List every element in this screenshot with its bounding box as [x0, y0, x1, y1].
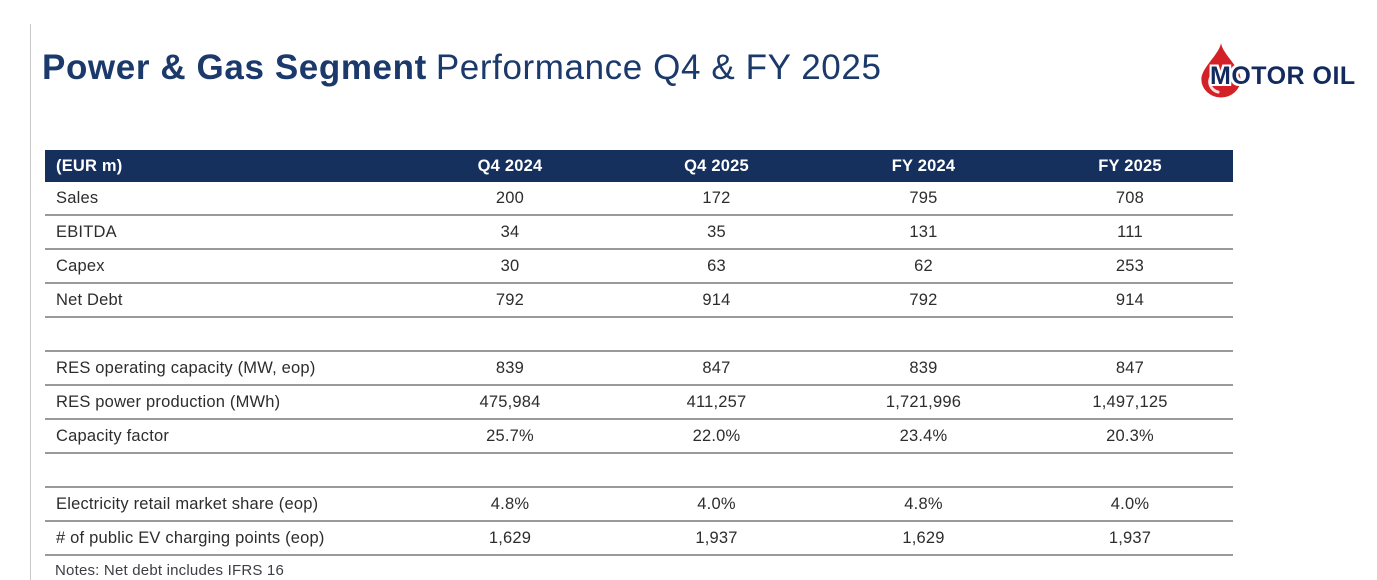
- cell-value: 4.0%: [697, 494, 736, 513]
- table-row-capacity-factor: Capacity factor 25.7% 22.0% 23.4% 20.3%: [45, 420, 1233, 454]
- cell-value: 792: [495, 290, 525, 309]
- row-label: Capex: [56, 256, 105, 275]
- table-row-retail-share: Electricity retail market share (eop) 4.…: [45, 488, 1233, 522]
- table-row-ev-charging-points: # of public EV charging points (eop) 1,6…: [45, 522, 1233, 556]
- cell-value: 20.3%: [1106, 426, 1154, 445]
- cell-value: 34: [500, 222, 520, 241]
- page-title-performance: Performance Q4 & FY 2025: [435, 48, 882, 87]
- table-row-ebitda: EBITDA 34 35 131 111: [45, 216, 1233, 250]
- motor-oil-logo: MOTOR OIL: [1196, 40, 1355, 100]
- page-title-segment: Power & Gas Segment: [42, 48, 427, 87]
- cell-value: 131: [909, 222, 938, 241]
- cell-value: 4.8%: [490, 494, 530, 513]
- cell-value: 1,937: [1108, 528, 1152, 547]
- cell-value: 847: [702, 358, 731, 377]
- cell-value: 25.7%: [486, 426, 534, 445]
- table-header-q4-2024: Q4 2024: [477, 156, 543, 175]
- cell-value: 4.0%: [1110, 494, 1150, 513]
- cell-value: 839: [909, 358, 938, 377]
- cell-value: 914: [702, 290, 731, 309]
- cell-value: 411,257: [686, 392, 747, 411]
- oil-drop-icon: [1201, 42, 1241, 98]
- cell-value: 35: [707, 222, 726, 241]
- cell-value: 4.8%: [904, 494, 943, 513]
- cell-value: 111: [1117, 222, 1143, 241]
- row-label: RES power production (MWh): [56, 392, 281, 411]
- cell-value: 914: [1115, 290, 1145, 309]
- cell-value: 23.4%: [899, 426, 948, 445]
- table-header-fy-2025: FY 2025: [1098, 156, 1162, 175]
- cell-value: 708: [1115, 188, 1145, 207]
- cell-value: 1,629: [902, 528, 945, 547]
- left-border-line: [30, 24, 31, 580]
- cell-value: 172: [702, 188, 731, 207]
- table-row-res-capacity: RES operating capacity (MW, eop) 839 847…: [45, 352, 1233, 386]
- performance-table: (EUR m) Q4 2024 Q4 2025 FY 2024 FY 2025 …: [45, 150, 1233, 556]
- cell-value: 253: [1115, 256, 1145, 275]
- logo-text: MOTOR OIL: [1210, 62, 1356, 90]
- row-label: Electricity retail market share (eop): [56, 494, 319, 513]
- cell-value: 22.0%: [692, 426, 741, 445]
- table-row-spacer: [45, 454, 1233, 488]
- row-label: RES operating capacity (MW, eop): [56, 358, 316, 377]
- cell-value: 847: [1115, 358, 1145, 377]
- row-label: Net Debt: [56, 290, 123, 309]
- cell-value: 30: [500, 256, 520, 275]
- table-header-q4-2025: Q4 2025: [684, 156, 749, 175]
- cell-value: 839: [495, 358, 525, 377]
- cell-value: 792: [909, 290, 938, 309]
- table-row-capex: Capex 30 63 62 253: [45, 250, 1233, 284]
- cell-value: 1,937: [695, 528, 738, 547]
- row-label: Capacity factor: [56, 426, 170, 445]
- cell-value: 475,984: [479, 392, 541, 411]
- page-title: Power & Gas Segment Performance Q4 & FY 2…: [42, 48, 882, 88]
- cell-value: 1,497,125: [1092, 392, 1168, 411]
- footnote: Notes: Net debt includes IFRS 16: [55, 562, 285, 579]
- table-row-net-debt: Net Debt 792 914 792 914: [45, 284, 1233, 318]
- table-row-sales: Sales 200 172 795 708: [45, 182, 1233, 216]
- table-header-unit: (EUR m): [56, 156, 123, 175]
- cell-value: 795: [909, 188, 938, 207]
- row-label: # of public EV charging points (eop): [56, 528, 325, 547]
- table-header-row: (EUR m) Q4 2024 Q4 2025 FY 2024 FY 2025: [45, 150, 1233, 182]
- row-label: EBITDA: [56, 222, 117, 241]
- cell-value: 63: [707, 256, 726, 275]
- cell-value: 1,629: [488, 528, 532, 547]
- cell-value: 200: [495, 188, 525, 207]
- table-row-res-production: RES power production (MWh) 475,984 411,2…: [45, 386, 1233, 420]
- table-row-spacer: [45, 318, 1233, 352]
- table-header-fy-2024: FY 2024: [891, 156, 956, 175]
- row-label: Sales: [56, 188, 99, 207]
- cell-value: 1,721,996: [885, 392, 962, 411]
- cell-value: 62: [914, 256, 933, 275]
